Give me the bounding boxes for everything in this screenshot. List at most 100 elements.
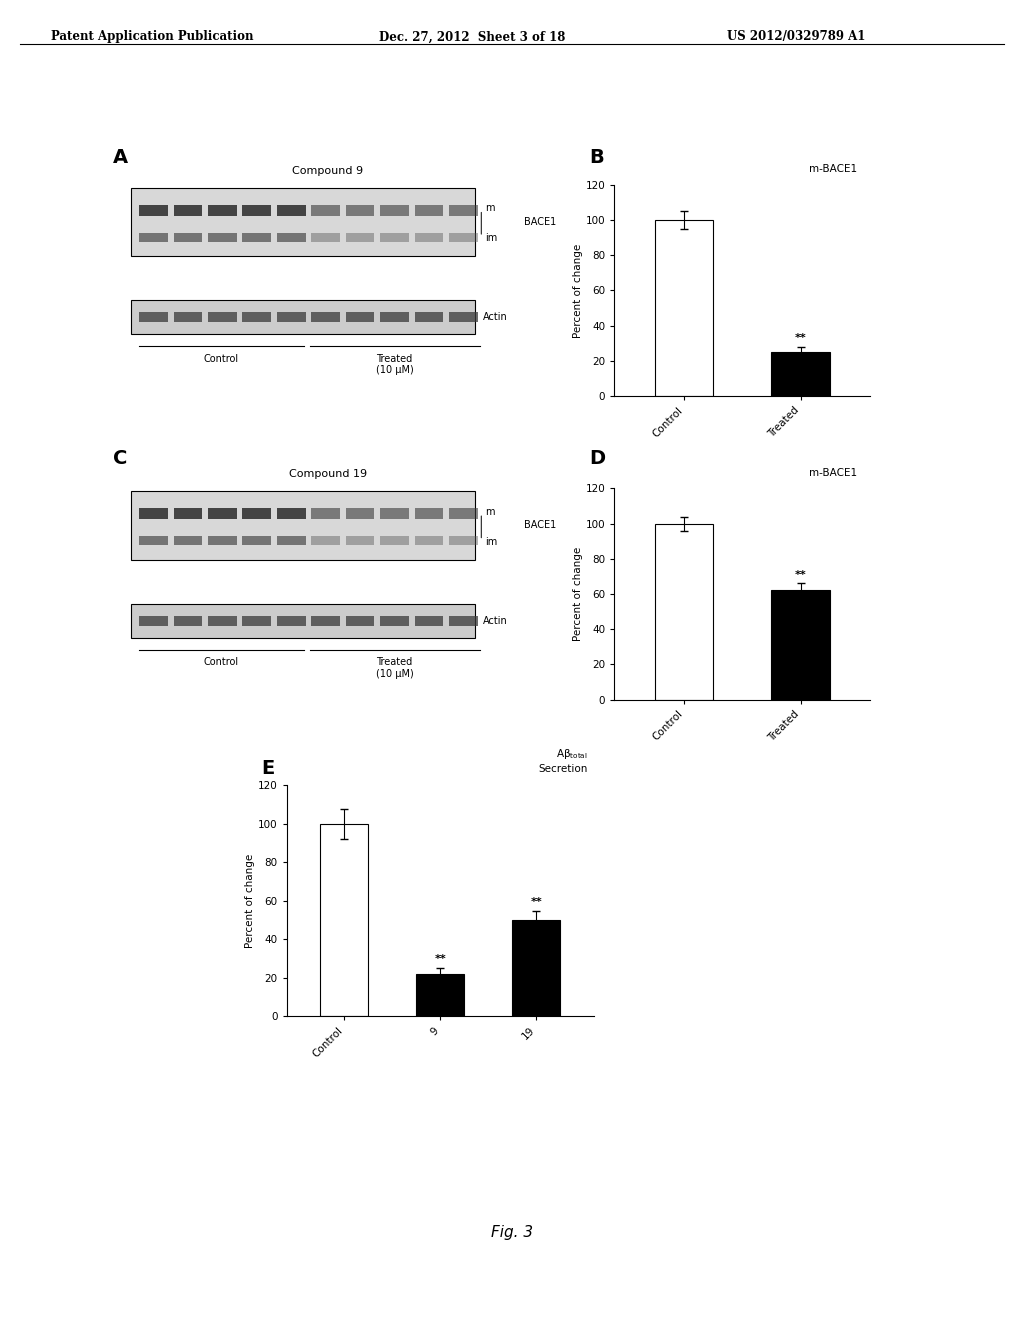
- Bar: [243, 232, 271, 242]
- Bar: [771, 352, 829, 396]
- Bar: [139, 536, 168, 545]
- Bar: [276, 508, 305, 519]
- Bar: [415, 205, 443, 215]
- Bar: [415, 616, 443, 626]
- Bar: [311, 205, 340, 215]
- Text: A: A: [113, 148, 128, 166]
- Text: Actin: Actin: [483, 312, 508, 322]
- Bar: [131, 491, 475, 560]
- Text: m-BACE1: m-BACE1: [810, 467, 857, 478]
- Text: Compound 19: Compound 19: [289, 470, 367, 479]
- Bar: [346, 205, 375, 215]
- Text: Fig. 3: Fig. 3: [490, 1225, 534, 1239]
- Bar: [449, 313, 477, 322]
- Bar: [512, 920, 560, 1016]
- Y-axis label: Percent of change: Percent of change: [572, 243, 583, 338]
- Text: Treated
(10 μM): Treated (10 μM): [376, 354, 414, 375]
- Bar: [243, 313, 271, 322]
- Bar: [276, 616, 305, 626]
- Text: Control: Control: [204, 354, 239, 364]
- Bar: [276, 313, 305, 322]
- Bar: [139, 616, 168, 626]
- Bar: [174, 616, 203, 626]
- Bar: [380, 313, 409, 322]
- Bar: [449, 508, 477, 519]
- Bar: [139, 205, 168, 215]
- Bar: [276, 232, 305, 242]
- Bar: [346, 616, 375, 626]
- Bar: [139, 508, 168, 519]
- Bar: [208, 313, 237, 322]
- Text: im: im: [485, 537, 498, 546]
- Text: **: **: [434, 954, 446, 965]
- Bar: [380, 536, 409, 545]
- Y-axis label: Percent of change: Percent of change: [245, 854, 255, 948]
- Bar: [771, 590, 829, 700]
- Text: m: m: [485, 203, 495, 214]
- Text: Dec. 27, 2012  Sheet 3 of 18: Dec. 27, 2012 Sheet 3 of 18: [379, 30, 565, 44]
- Bar: [380, 205, 409, 215]
- Text: B: B: [589, 148, 603, 166]
- Text: US 2012/0329789 A1: US 2012/0329789 A1: [727, 30, 865, 44]
- Bar: [380, 508, 409, 519]
- Bar: [346, 313, 375, 322]
- Bar: [131, 603, 475, 638]
- Bar: [276, 205, 305, 215]
- Text: C: C: [113, 449, 127, 467]
- Bar: [208, 232, 237, 242]
- Bar: [139, 313, 168, 322]
- Bar: [415, 508, 443, 519]
- Bar: [311, 616, 340, 626]
- Bar: [346, 508, 375, 519]
- Text: Patent Application Publication: Patent Application Publication: [51, 30, 254, 44]
- Text: Treated
(10 μM): Treated (10 μM): [376, 657, 414, 678]
- Bar: [311, 508, 340, 519]
- Bar: [449, 536, 477, 545]
- Bar: [655, 524, 714, 700]
- Text: Actin: Actin: [483, 615, 508, 626]
- Text: **: **: [795, 333, 807, 343]
- Bar: [139, 232, 168, 242]
- Y-axis label: Percent of change: Percent of change: [572, 546, 583, 642]
- Text: BACE1: BACE1: [524, 216, 556, 227]
- Bar: [380, 616, 409, 626]
- Bar: [321, 824, 369, 1016]
- Bar: [311, 536, 340, 545]
- Bar: [449, 232, 477, 242]
- Bar: [346, 232, 375, 242]
- Text: **: **: [795, 570, 807, 579]
- Bar: [131, 300, 475, 334]
- Bar: [131, 187, 475, 256]
- Bar: [208, 508, 237, 519]
- Bar: [243, 205, 271, 215]
- Bar: [208, 616, 237, 626]
- Bar: [346, 536, 375, 545]
- Bar: [415, 536, 443, 545]
- Bar: [208, 536, 237, 545]
- Bar: [655, 220, 714, 396]
- Text: m: m: [485, 507, 495, 517]
- Bar: [174, 313, 203, 322]
- Bar: [276, 536, 305, 545]
- Bar: [415, 313, 443, 322]
- Text: Control: Control: [204, 657, 239, 668]
- Bar: [380, 232, 409, 242]
- Bar: [417, 974, 464, 1016]
- Text: im: im: [485, 234, 498, 243]
- Bar: [174, 508, 203, 519]
- Bar: [311, 232, 340, 242]
- Bar: [449, 205, 477, 215]
- Bar: [311, 313, 340, 322]
- Text: m-BACE1: m-BACE1: [810, 164, 857, 174]
- Bar: [243, 536, 271, 545]
- Bar: [208, 205, 237, 215]
- Text: E: E: [261, 759, 274, 777]
- Bar: [415, 232, 443, 242]
- Bar: [243, 616, 271, 626]
- Bar: [243, 508, 271, 519]
- Text: D: D: [589, 449, 605, 467]
- Bar: [174, 205, 203, 215]
- Text: Aβ$_{\mathrm{total}}$
Secretion: Aβ$_{\mathrm{total}}$ Secretion: [539, 747, 588, 774]
- Bar: [174, 536, 203, 545]
- Bar: [174, 232, 203, 242]
